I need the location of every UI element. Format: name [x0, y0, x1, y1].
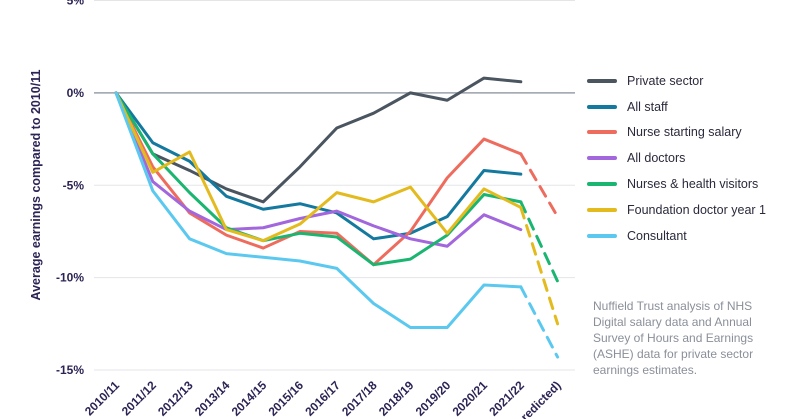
legend-label: Consultant [627, 228, 687, 243]
series-line [114, 91, 523, 267]
predicted-segment [519, 205, 560, 326]
series-foundation-doctor-year-1 [114, 91, 560, 326]
x-tick-label: 2016/17 [302, 378, 343, 419]
legend-swatch [587, 207, 617, 212]
legend-label: Private sector [627, 73, 704, 88]
legend-label: All staff [627, 99, 668, 114]
series-line [114, 91, 523, 243]
legend-swatch [587, 78, 617, 83]
series-private-sector [114, 76, 523, 204]
x-axis-ticks: 2010/112011/122012/132013/142014/152015/… [82, 378, 564, 419]
source-note: Nuffield Trust analysis of NHS Digital s… [593, 299, 754, 377]
predicted-segment [519, 152, 560, 219]
legend-label: Nurse starting salary [627, 125, 742, 140]
x-tick-label: 2011/12 [119, 378, 159, 418]
legend-label: Foundation doctor year 1 [627, 202, 766, 217]
series-nurses-health-visitors [114, 91, 560, 283]
legend-item: All staff [587, 94, 792, 120]
y-tick-label: 5% [67, 0, 85, 8]
legend-swatch [587, 104, 617, 109]
y-axis-label: Average earnings compared to 2010/11 [29, 70, 43, 301]
x-tick-label: 2018/19 [376, 378, 417, 419]
legend-label: Nurses & health visitors [627, 177, 759, 192]
series-lines [114, 76, 560, 359]
series-all-doctors [114, 91, 523, 248]
predicted-segment [519, 285, 560, 359]
legend-label: All doctors [627, 151, 686, 166]
legend-item: Foundation doctor year 1 [587, 197, 792, 223]
legend-swatch [587, 130, 617, 135]
legend-item: Nurse starting salary [587, 120, 792, 146]
series-nurse-starting-salary [114, 91, 560, 267]
series-line [114, 91, 523, 330]
x-tick-label: 2013/14 [192, 378, 233, 419]
series-line [114, 91, 523, 248]
y-tick-label: -15% [56, 363, 84, 377]
predicted-segment [519, 200, 560, 283]
x-tick-label: 2014/15 [229, 378, 270, 419]
legend-swatch [587, 156, 617, 161]
legend-swatch [587, 233, 617, 238]
gridlines [94, 0, 575, 371]
y-tick-label: -5% [63, 178, 85, 192]
legend-item: All doctors [587, 145, 792, 171]
legend-item: Nurses & health visitors [587, 171, 792, 197]
x-tick-label: 2017/18 [339, 378, 380, 419]
x-tick-label: 2020/21 [450, 378, 491, 419]
x-tick-label: redicted) [518, 378, 564, 419]
legend-item: Private sector [587, 68, 792, 94]
y-tick-label: -10% [56, 271, 84, 285]
y-tick-label: 0% [67, 86, 85, 100]
legend: Private sector All staff Nurse starting sa… [587, 68, 792, 249]
x-tick-label: 2015/16 [266, 378, 307, 419]
x-tick-label: 2010/11 [82, 378, 122, 418]
series-line [114, 76, 523, 204]
legend-swatch [587, 182, 617, 187]
x-tick-label: 2019/20 [413, 378, 454, 419]
x-tick-label: 2012/13 [155, 378, 196, 419]
y-axis-ticks: 5% 0% -5% -10% -15% [56, 0, 84, 377]
legend-item: Consultant [587, 223, 792, 249]
series-consultant [114, 91, 560, 359]
